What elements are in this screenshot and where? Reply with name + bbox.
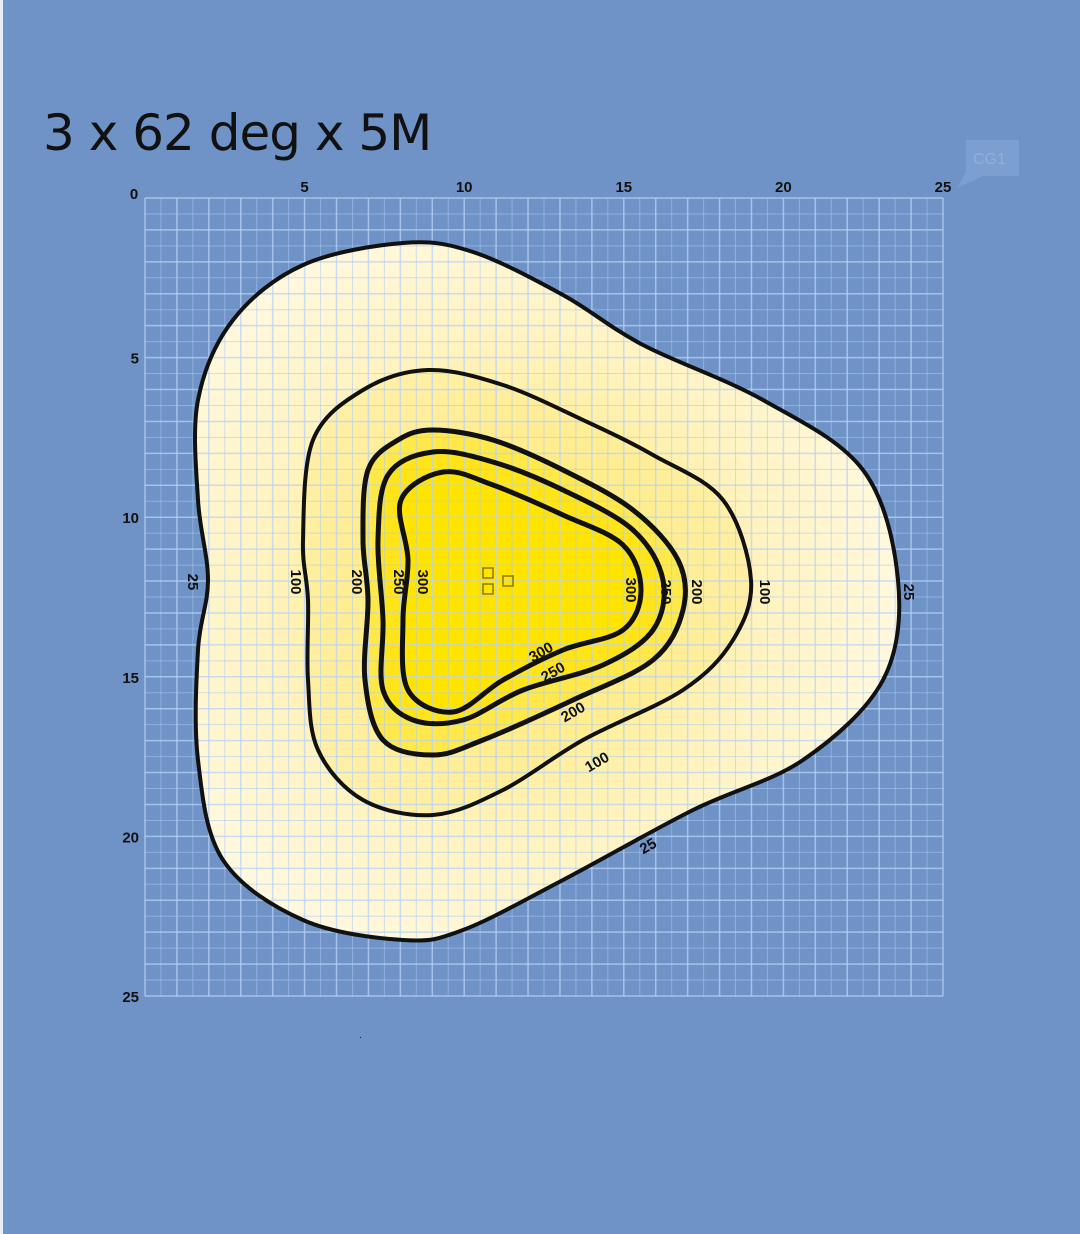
cg1-tag-text: CG1: [973, 151, 1006, 168]
contour-line-300: [396, 469, 644, 715]
x-tick-label: 0: [130, 186, 138, 203]
contour-label: 300: [622, 577, 639, 602]
contour-label: 100: [287, 569, 304, 594]
contour-label: 100: [756, 579, 773, 604]
x-tick-label: 5: [300, 179, 308, 196]
contour-line-200: [360, 427, 688, 758]
contour-label: 200: [688, 579, 705, 604]
contour-label: 25: [900, 584, 917, 601]
y-tick-label: 15: [122, 670, 139, 687]
contour-label: 250: [390, 569, 407, 594]
y-tick-label: 25: [122, 989, 139, 1006]
contour-fill-300: [399, 471, 641, 713]
luminaire-icon: [482, 567, 514, 595]
contour-line-25: [193, 240, 902, 943]
grid: [144, 197, 944, 997]
y-tick-label: 5: [131, 351, 139, 368]
contour-label: 25: [184, 574, 201, 591]
contour-label: 200: [348, 569, 365, 594]
y-tick-label: 20: [122, 829, 139, 846]
contour-label: 25: [637, 835, 660, 858]
y-tick-label: 10: [122, 510, 139, 527]
x-tick-label: 25: [935, 179, 952, 196]
x-tick-label: 10: [456, 179, 473, 196]
contour-line-100: [300, 367, 754, 818]
x-tick-label: 20: [775, 179, 792, 196]
svg-text:.: .: [359, 1030, 362, 1041]
contour-label: 250: [657, 579, 674, 604]
contour-line-250: [375, 449, 667, 727]
cg1-tag: CG1: [957, 140, 1019, 188]
contour-label: 300: [414, 569, 431, 594]
diagram-title: 3 x 62 deg x 5M: [43, 104, 432, 162]
x-tick-label: 15: [615, 179, 632, 196]
